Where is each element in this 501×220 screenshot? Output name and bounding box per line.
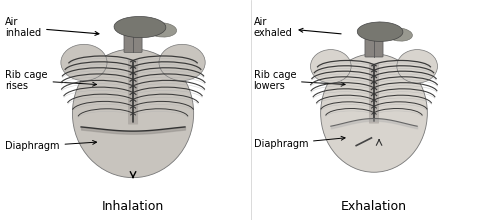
Ellipse shape [357,22,402,41]
Ellipse shape [386,28,412,41]
FancyBboxPatch shape [128,60,138,125]
Text: Air
inhaled: Air inhaled [5,17,99,38]
Text: Diaphragm: Diaphragm [5,140,96,151]
Ellipse shape [147,23,176,37]
Ellipse shape [114,16,165,38]
Ellipse shape [310,50,350,83]
Text: Diaphragm: Diaphragm [253,136,344,149]
Text: Rib cage
lowers: Rib cage lowers [253,70,344,91]
Text: Rib cage
rises: Rib cage rises [5,70,96,91]
FancyBboxPatch shape [368,64,378,124]
Ellipse shape [320,54,426,172]
Text: Air
exhaled: Air exhaled [253,17,340,38]
Ellipse shape [159,44,205,81]
FancyBboxPatch shape [124,31,142,52]
Text: Inhalation: Inhalation [102,200,164,213]
Ellipse shape [396,50,437,83]
Ellipse shape [61,44,107,81]
Text: Exhalation: Exhalation [340,200,406,213]
FancyBboxPatch shape [364,35,382,57]
Ellipse shape [72,49,193,178]
